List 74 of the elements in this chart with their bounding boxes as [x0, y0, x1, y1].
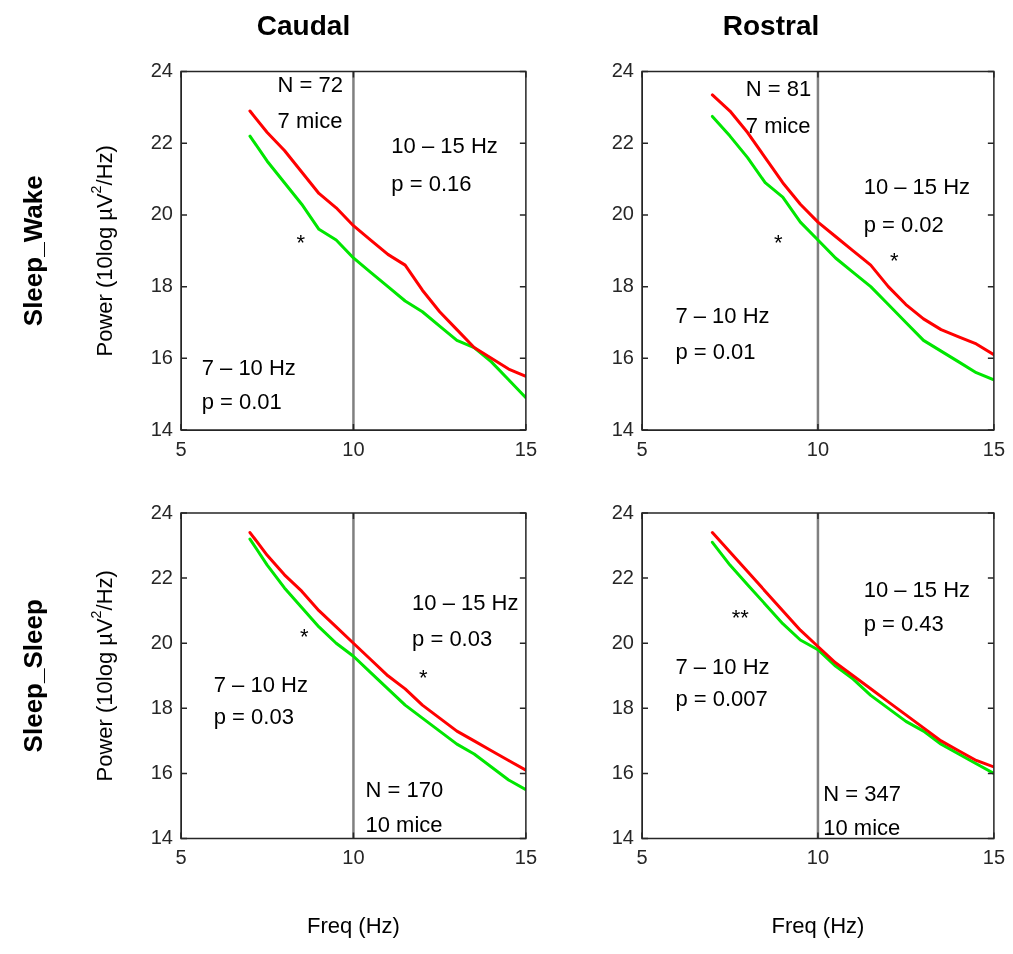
annotation: *	[418, 665, 428, 691]
annotation: 10 – 15 Hz	[863, 577, 971, 603]
x-tick-label: 5	[636, 846, 648, 869]
x-tick-label: 15	[514, 846, 537, 869]
annotation: 7 – 10 Hz	[201, 355, 296, 381]
text: Sleep_Wake	[18, 175, 49, 327]
annotation: N = 347	[823, 780, 901, 806]
annotation: N = 81	[745, 75, 812, 101]
chart-title: Caudal	[256, 9, 351, 41]
annotation: p = 0.007	[675, 686, 768, 712]
y-tick-label: 24	[611, 59, 634, 82]
annotation: N = 170	[365, 777, 444, 803]
x-tick-label: 10	[806, 437, 830, 460]
y-tick-label: 14	[611, 826, 634, 849]
x-tick-label: 5	[175, 846, 187, 869]
y-tick-label: 22	[150, 565, 173, 588]
x-axis-title: Freq (Hz)	[306, 912, 400, 938]
y-tick-label: 18	[150, 695, 173, 718]
annotation: 10 mice	[365, 811, 443, 837]
y-tick-label: 20	[611, 630, 634, 653]
annotation: N = 72	[277, 72, 343, 97]
y-tick-label: 18	[150, 274, 173, 297]
y-tick-label: 22	[611, 130, 634, 153]
annotation: 7 – 10 Hz	[213, 671, 308, 697]
annotation: p = 0.01	[201, 389, 282, 415]
y-tick-label: 22	[611, 565, 634, 588]
y-tick-label: 16	[611, 761, 634, 783]
y-tick-label: 24	[611, 500, 634, 523]
chart-title: Rostral	[722, 9, 820, 41]
text: Sleep_Sleep	[18, 599, 49, 753]
annotation: p = 0.02	[863, 211, 944, 237]
annotation: p = 0.03	[213, 704, 294, 730]
y-tick-label: 16	[150, 345, 173, 368]
x-tick-label: 15	[982, 437, 1005, 460]
annotation: 10 – 15 Hz	[863, 174, 971, 200]
y-tick-label: 20	[611, 202, 634, 225]
annotation: 7 mice	[277, 107, 343, 133]
x-tick-label: 10	[342, 437, 365, 460]
annotation: 10 – 15 Hz	[391, 132, 498, 158]
y-axis-title: Power (10log µV2/Hz)	[88, 145, 118, 357]
x-tick-label: 10	[806, 846, 830, 869]
x-tick-label: 5	[175, 437, 187, 460]
y-tick-label: 14	[150, 826, 173, 849]
y-tick-label: 16	[150, 761, 173, 783]
annotation: 7 – 10 Hz	[675, 303, 770, 329]
y-tick-label: 14	[611, 417, 634, 440]
y-tick-label: 18	[611, 695, 634, 718]
y-tick-label: 20	[150, 630, 173, 653]
x-axis-title: Freq (Hz)	[771, 912, 865, 938]
y-tick-label: 22	[150, 130, 173, 153]
annotation: 7 – 10 Hz	[675, 653, 770, 679]
y-tick-label: 14	[150, 417, 173, 440]
annotation: *	[890, 247, 900, 273]
x-tick-label: 15	[982, 846, 1005, 869]
y-tick-label: 24	[150, 500, 173, 523]
y-tick-label: 16	[611, 345, 634, 368]
y-tick-label: 20	[150, 202, 173, 225]
annotation: 7 mice	[745, 113, 811, 139]
annotation: 10 – 15 Hz	[412, 590, 519, 616]
annotation: 10 mice	[823, 814, 901, 840]
annotation: *	[296, 229, 306, 255]
annotation: *	[299, 624, 309, 650]
y-axis-title: Power (10log µV2/Hz)	[88, 570, 118, 782]
y-tick-label: 18	[611, 274, 634, 297]
y-tick-label: 24	[150, 59, 173, 82]
annotation: p = 0.16	[391, 170, 472, 196]
annotation: *	[773, 229, 783, 255]
annotation: p = 0.03	[412, 626, 493, 652]
x-tick-label: 5	[636, 437, 648, 460]
annotation: p = 0.43	[863, 611, 944, 637]
annotation: **	[731, 604, 750, 630]
annotation: p = 0.01	[675, 339, 756, 365]
x-tick-label: 15	[514, 437, 537, 460]
x-tick-label: 10	[342, 846, 365, 869]
